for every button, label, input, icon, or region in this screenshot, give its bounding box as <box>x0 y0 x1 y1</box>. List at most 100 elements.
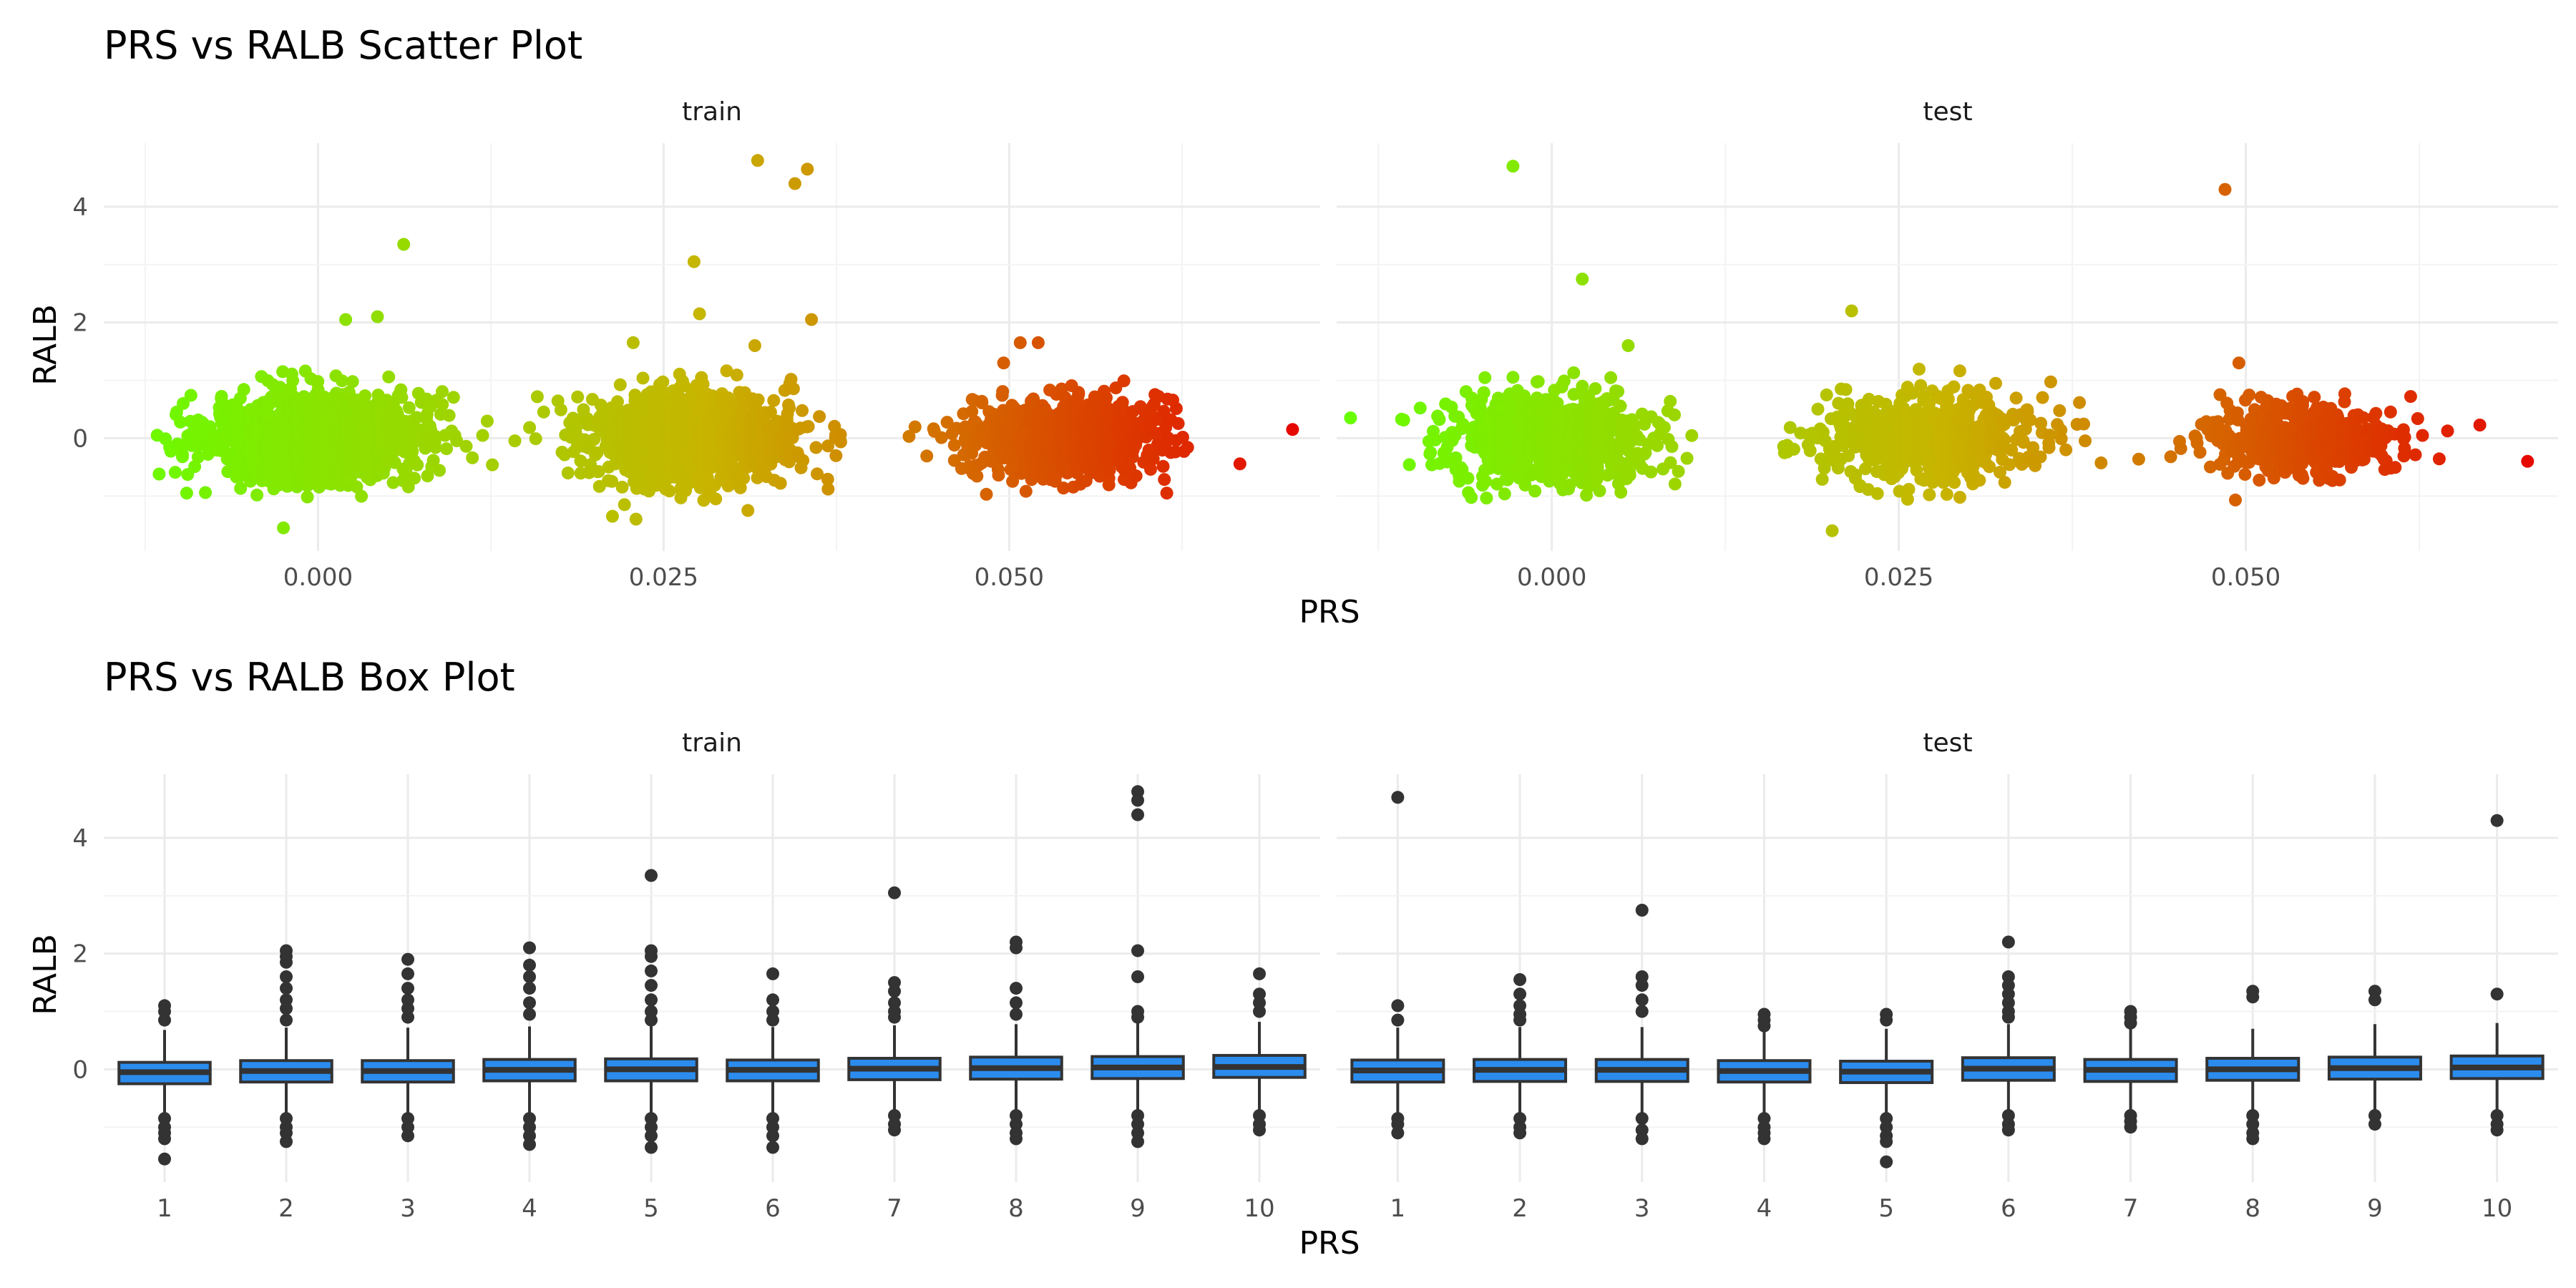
scatter-point <box>796 404 809 417</box>
scatter-point <box>1623 469 1636 482</box>
scatter-point <box>1567 366 1581 379</box>
scatter-point <box>1576 273 1589 286</box>
scatter-point <box>237 383 250 396</box>
scatter-point <box>1604 371 1618 384</box>
scatter-point <box>592 465 605 478</box>
scatter-point <box>358 389 372 403</box>
scatter-point <box>350 480 364 494</box>
scatter-point <box>821 482 835 496</box>
scatter-point <box>1811 402 1825 416</box>
scatter-point <box>2073 396 2087 409</box>
scatter-point <box>992 469 1005 482</box>
scatter-point <box>1668 408 1682 421</box>
scatter-point <box>834 435 847 449</box>
scatter-point <box>2042 441 2056 454</box>
scatter-point <box>2094 456 2108 469</box>
scatter-point <box>1102 478 1116 492</box>
scatter-point <box>970 469 984 483</box>
scatter-point <box>336 374 348 388</box>
scatter-point <box>286 374 300 387</box>
scatter-point <box>748 339 761 352</box>
scatter-point <box>1402 458 1416 472</box>
scatter-point <box>1480 492 1493 504</box>
scatter-point <box>636 371 650 385</box>
scatter-point <box>1913 362 1926 376</box>
scatter-point <box>613 378 627 391</box>
scatter-point <box>1013 336 1027 349</box>
scatter-point <box>1998 476 2011 489</box>
scatter-point <box>611 395 624 409</box>
scatter-point <box>1117 374 1131 388</box>
scatter-point <box>574 454 587 468</box>
scatter-point <box>2253 474 2266 487</box>
scatter-point <box>301 490 314 504</box>
scatter-point <box>1680 452 1694 465</box>
scatter-point <box>174 415 187 429</box>
scatter-point <box>397 238 411 251</box>
scatter-point <box>751 393 765 406</box>
scatter-point <box>1685 429 1699 442</box>
scatter-point <box>2054 432 2068 446</box>
scatter-point <box>829 449 843 462</box>
scatter-point <box>2218 182 2232 196</box>
scatter-point <box>199 486 213 499</box>
scatter-point <box>530 390 544 404</box>
scatter-point <box>1397 414 1410 426</box>
scatter-point <box>737 472 751 485</box>
scatter-plot: PRS vs RALB Scatter Plot train test 0.00… <box>27 23 2558 630</box>
scatter-point <box>663 484 676 498</box>
scatter-point <box>741 504 755 517</box>
scatter-point <box>447 391 460 404</box>
scatter-point <box>1528 484 1542 498</box>
scatter-point <box>537 405 550 419</box>
scatter-point <box>480 414 494 428</box>
scatter-point <box>2053 404 2067 417</box>
scatter-point <box>386 476 400 489</box>
scatter-point <box>554 403 567 416</box>
scatter-point <box>2077 417 2090 431</box>
scatter-point <box>1116 396 1129 409</box>
scatter-point <box>767 394 781 407</box>
scatter-y-tick-label: 0 <box>72 424 88 453</box>
scatter-point <box>180 487 193 500</box>
scatter-point <box>168 466 182 479</box>
scatter-point <box>1413 401 1427 415</box>
scatter-point <box>997 356 1010 370</box>
scatter-point <box>1973 474 1986 487</box>
scatter-point <box>1902 482 1916 496</box>
scatter-point <box>1787 442 1800 456</box>
scatter-point <box>2044 375 2057 389</box>
scatter-x-tick-label: 0.050 <box>975 563 1044 592</box>
scatter-point <box>442 409 456 422</box>
scatter-point <box>1233 457 1246 471</box>
scatter-point <box>1940 487 1953 501</box>
scatter-point <box>626 336 640 349</box>
scatter-point <box>191 450 205 464</box>
scatter-point <box>801 420 815 433</box>
scatter-point <box>590 446 604 459</box>
scatter-point <box>382 370 396 384</box>
scatter-point <box>355 489 369 503</box>
scatter-point <box>2193 446 2207 459</box>
scatter-point <box>788 177 801 190</box>
scatter-point <box>1072 387 1085 401</box>
scatter-point <box>1181 441 1194 454</box>
scatter-point <box>1019 484 1033 498</box>
scatter-point <box>730 369 743 382</box>
scatter-point <box>486 458 499 472</box>
scatter-point <box>1286 423 1299 436</box>
scatter-point <box>1160 487 1174 500</box>
scatter-point <box>1158 473 1171 487</box>
scatter-point <box>605 474 619 488</box>
scatter-point <box>618 498 631 512</box>
scatter-point <box>176 448 189 462</box>
scatter-point <box>339 313 353 326</box>
scatter-point <box>1169 402 1183 415</box>
scatter-point <box>152 467 166 481</box>
scatter-title: PRS vs RALB Scatter Plot <box>104 23 582 68</box>
scatter-point <box>2059 443 2073 457</box>
scatter-strip-train: train <box>682 97 742 127</box>
scatter-point <box>1839 383 1853 396</box>
scatter-point <box>1803 444 1817 457</box>
